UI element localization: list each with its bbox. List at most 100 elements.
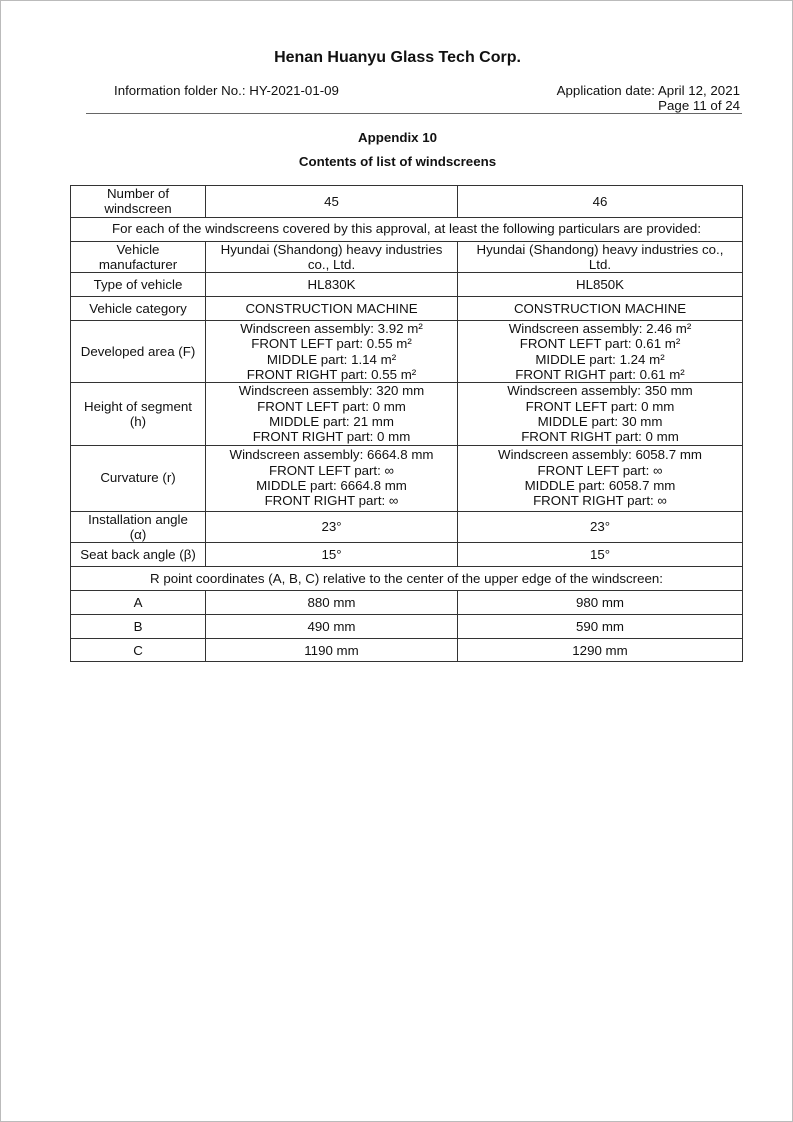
table-row: Developed area (F) Windscreen assembly: 3… (70, 320, 743, 384)
cell-line: FRONT LEFT part: 0 mm (257, 398, 406, 414)
cell-line: Windscreen assembly: 6664.8 mm (229, 447, 434, 463)
cell-line: FRONT RIGHT part: ∞ (264, 493, 399, 509)
company-title: Henan Huanyu Glass Tech Corp. (274, 49, 521, 66)
cell-line: Curvature (r) (100, 470, 176, 486)
table-row: Curvature (r) Windscreen assembly: 6664.8… (70, 444, 743, 512)
table-row: R point coordinates (A, B, C) relative t… (70, 566, 743, 592)
cell-line: Hyundai (Shandong) heavy industries (220, 241, 443, 257)
row-label: Installation angle (α) (70, 510, 206, 544)
table-row: Seat back angle (β) 15° 15° (70, 542, 743, 568)
cell-line: Number of (106, 186, 170, 201)
cell-line: MIDDLE part: 6664.8 mm (256, 478, 407, 494)
row-label: Height of segment (h) (70, 382, 206, 446)
table-row: Vehicle manufacturer Hyundai (Shandong) he… (70, 240, 743, 274)
cell-line: FRONT LEFT part: ∞ (537, 462, 663, 478)
cell-line: 15° (321, 547, 342, 562)
cell-line: FRONT LEFT part: 0.61 m² (519, 336, 681, 352)
cell-line: Hyundai (Shandong) heavy industries co., (476, 241, 724, 257)
value-cell: HL830K (205, 272, 458, 298)
section-note: R point coordinates (A, B, C) relative t… (70, 566, 743, 592)
cell-line: FRONT RIGHT part: 0.55 m² (246, 367, 417, 383)
value-cell: 15° (457, 542, 743, 568)
cell-line: Windscreen assembly: 2.46 m² (508, 321, 692, 337)
cell-line: 46 (592, 193, 608, 209)
row-label: Seat back angle (β) (70, 542, 206, 568)
value-cell: 490 mm (205, 614, 458, 640)
cell-line: Seat back angle (β) (80, 547, 196, 562)
cell-line: FRONT RIGHT part: ∞ (533, 493, 667, 509)
value-cell: CONSTRUCTION MACHINE (457, 296, 743, 322)
cell-line: B (133, 619, 143, 634)
cell-line: HL850K (575, 277, 625, 293)
row-label: Number of windscreen (70, 185, 206, 218)
table-row: Number of windscreen 45 46 (70, 185, 743, 218)
value-cell: Windscreen assembly: 350 mm FRONT LEFT pa… (457, 382, 743, 446)
cell-line: Windscreen assembly: 320 mm (238, 383, 425, 399)
windscreen-table: Number of windscreen 45 46 For each of the w… (70, 185, 743, 663)
cell-line: C (133, 642, 143, 658)
table-row: Installation angle (α) 23° 23° (70, 510, 743, 544)
cell-line: MIDDLE part: 6058.7 mm (524, 478, 676, 494)
cell-line: MIDDLE part: 1.14 m² (266, 351, 397, 367)
information-folder-number: Information folder No.: HY-2021-01-09 (114, 83, 339, 98)
table-row: C 1190 mm 1290 mm (70, 638, 743, 663)
cell-line: Windscreen assembly: 350 mm (507, 383, 693, 399)
value-cell: 23° (457, 510, 743, 544)
table-row: Height of segment (h) Windscreen assembly:… (70, 382, 743, 446)
section-note: For each of the windscreens covered by t… (70, 216, 743, 242)
cell-line: 1190 mm (304, 642, 359, 658)
cell-line: 15° (589, 547, 611, 562)
cell-line: MIDDLE part: 30 mm (537, 413, 663, 429)
cell-line: HL830K (307, 277, 356, 293)
value-cell: Hyundai (Shandong) heavy industries co., … (205, 240, 458, 274)
value-cell: 980 mm (457, 590, 743, 616)
cell-line: Windscreen assembly: 6058.7 mm (498, 447, 702, 463)
cell-line: 23° (589, 519, 611, 535)
cell-line: 1290 mm (572, 642, 628, 658)
value-cell: HL850K (457, 272, 743, 298)
cell-line: manufacturer (98, 256, 178, 272)
cell-line: MIDDLE part: 1.24 m² (535, 351, 665, 367)
row-label: B (70, 614, 206, 640)
cell-line: CONSTRUCTION MACHINE (513, 301, 687, 317)
table-row: B 490 mm 590 mm (70, 614, 743, 640)
row-label: Vehicle category (70, 296, 206, 322)
header-divider (86, 113, 742, 114)
value-cell: 45 (205, 185, 458, 218)
page-number: Page 11 of 24 (658, 98, 740, 113)
appendix-heading: Appendix 10 (357, 130, 438, 145)
value-cell: 590 mm (457, 614, 743, 640)
value-cell: Windscreen assembly: 320 mm FRONT LEFT pa… (205, 382, 458, 446)
cell-line: 590 mm (575, 619, 625, 634)
cell-line: (h) (129, 413, 147, 429)
cell-line: Ltd. (588, 256, 612, 272)
value-cell: Hyundai (Shandong) heavy industries co.,… (457, 240, 743, 274)
cell-line: 45 (324, 193, 339, 209)
cell-line: FRONT LEFT part: ∞ (269, 462, 394, 478)
cell-line: FRONT LEFT part: 0.55 m² (251, 336, 412, 352)
value-cell: CONSTRUCTION MACHINE (205, 296, 458, 322)
cell-line: FRONT LEFT part: 0 mm (525, 398, 675, 414)
value-cell: 1190 mm (205, 638, 458, 663)
table-row: Vehicle category CONSTRUCTION MACHINE CONS… (70, 296, 743, 322)
cell-line: FRONT RIGHT part: 0.61 m² (515, 367, 685, 383)
document-subtitle: Contents of list of windscreens (298, 154, 497, 169)
cell-line: 23° (321, 519, 342, 535)
value-cell: Windscreen assembly: 6058.7 mm FRONT LEFT… (457, 444, 743, 512)
value-cell: Windscreen assembly: 2.46 m² FRONT LEFT p… (457, 320, 743, 384)
application-date: Application date: April 12, 2021 (556, 83, 740, 98)
value-cell: 46 (457, 185, 743, 218)
row-label: Type of vehicle (70, 272, 206, 298)
table-row: For each of the windscreens covered by t… (70, 216, 743, 242)
cell-line: (α) (129, 526, 147, 542)
value-cell: Windscreen assembly: 3.92 m² FRONT LEFT p… (205, 320, 458, 384)
row-label: Developed area (F) (70, 320, 206, 384)
application-info: Application date: April 12, 2021 Page 11… (557, 83, 740, 113)
value-cell: Windscreen assembly: 6664.8 mm FRONT LEFT… (205, 444, 458, 512)
cell-line: windscreen (104, 201, 172, 217)
row-label: A (70, 590, 206, 616)
cell-line: co., Ltd. (307, 256, 356, 272)
cell-line: 980 mm (575, 595, 625, 610)
cell-line: Vehicle category (89, 301, 187, 317)
